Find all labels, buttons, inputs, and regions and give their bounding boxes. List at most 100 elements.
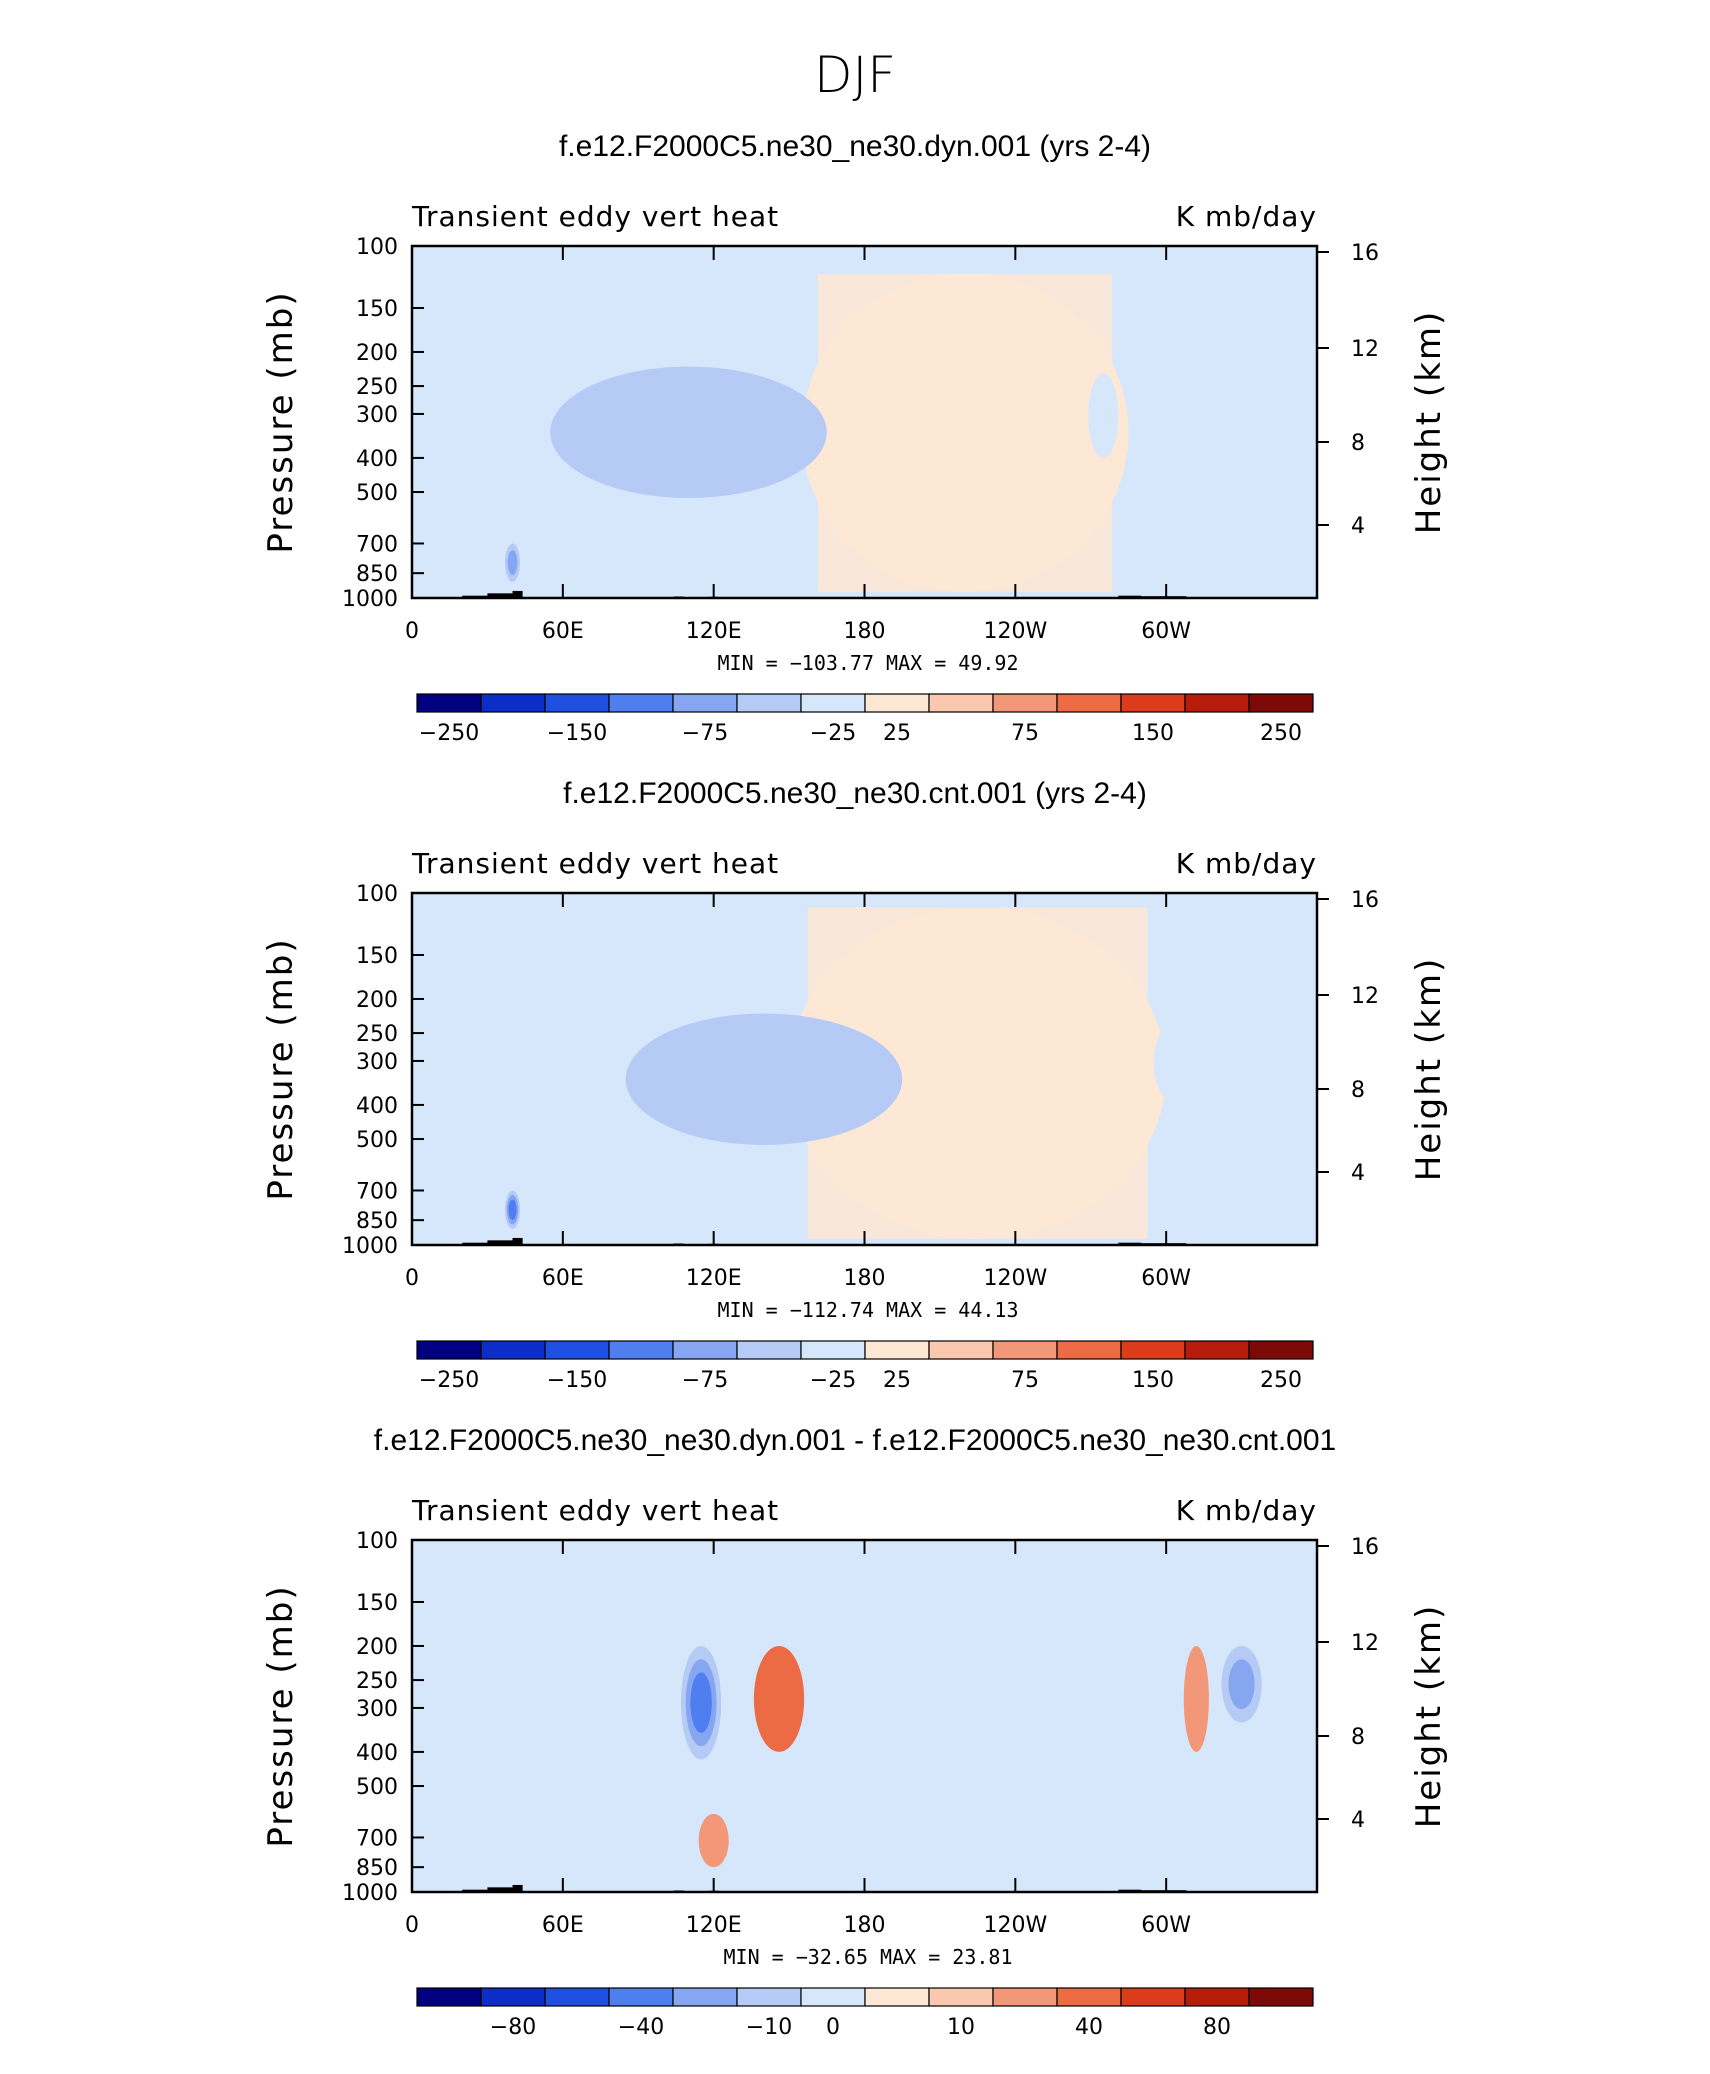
x-tick-label: 180 [844, 1913, 886, 1938]
y-tick-label: 100 [356, 235, 398, 260]
min-max-label: MIN = −32.65 MAX = 23.81 [724, 1945, 1013, 1969]
colorbar-swatch [608, 1987, 674, 2007]
terrain [487, 1240, 518, 1245]
colorbar-label: 250 [1260, 1368, 1302, 1393]
colorbar-swatch [1248, 693, 1314, 713]
colorbar-swatch [736, 1340, 802, 1360]
colorbar-swatch [928, 1340, 994, 1360]
y-tick-label: 300 [356, 1050, 398, 1075]
y-tick-label: 200 [356, 1635, 398, 1660]
colorbar: −250 −150 −75 −25 25 75 150 250 [416, 1340, 1314, 1393]
y2-tick-label: 12 [1351, 337, 1379, 362]
panel-title: f.e12.F2000C5.ne30_ne30.cnt.001 (yrs 2-4… [563, 777, 1147, 810]
colorbar-swatch [1120, 1987, 1186, 2007]
colorbar-swatch [416, 1987, 482, 2007]
terrain [512, 1237, 523, 1245]
negative-anomaly [508, 1199, 517, 1220]
x-tick-label: 0 [405, 1266, 419, 1291]
colorbar-swatch [800, 693, 866, 713]
colorbar-swatch [992, 1340, 1058, 1360]
colorbar-label: 75 [1011, 1368, 1039, 1393]
x-tick-label: 60E [542, 1266, 584, 1291]
colorbar-label: −250 [419, 1368, 479, 1393]
y2-axis-label: Height (km) [1409, 957, 1449, 1182]
colorbar-swatch [736, 1987, 802, 2007]
x-tick-label: 120E [686, 1266, 742, 1291]
x-tick-label: 0 [405, 1913, 419, 1938]
colorbar-swatch [1056, 693, 1122, 713]
y2-tick-label: 8 [1351, 1078, 1365, 1103]
colorbar-label: −150 [547, 1368, 607, 1393]
y-tick-label: 700 [356, 532, 398, 557]
colorbar-swatch [672, 693, 738, 713]
x-tick-label: 180 [844, 619, 886, 644]
colorbar-swatch [736, 693, 802, 713]
positive-core [704, 1821, 723, 1860]
y2-tick-label: 16 [1351, 241, 1379, 266]
y-tick-label: 100 [356, 882, 398, 907]
colorbar: −80 −40 −10 0 10 40 80 [416, 1987, 1314, 2040]
min-max-label: MIN = −112.74 MAX = 44.13 [717, 1298, 1018, 1322]
colorbar-swatch [544, 1340, 610, 1360]
colorbar-swatch [480, 1340, 546, 1360]
negative-anomaly [625, 1013, 903, 1146]
y-tick-label: 250 [356, 1022, 398, 1047]
colorbar-swatch [992, 1987, 1058, 2007]
colorbar: −250 −150 −75 −25 25 75 150 250 [416, 693, 1314, 746]
colorbar-swatch [480, 693, 546, 713]
y-tick-label: 150 [356, 1591, 398, 1616]
colorbar-label: 25 [883, 721, 911, 746]
field-background [412, 1540, 1317, 1892]
x-tick-label: 120E [686, 619, 742, 644]
colorbar-swatch [800, 1987, 866, 2007]
colorbar-swatch [544, 693, 610, 713]
colorbar-label: 150 [1132, 721, 1174, 746]
x-tick-label: 180 [844, 1266, 886, 1291]
y-tick-label: 150 [356, 297, 398, 322]
y-tick-label: 1000 [342, 587, 398, 612]
y-tick-label: 700 [356, 1826, 398, 1851]
colorbar-swatch [1120, 1340, 1186, 1360]
y-tick-label: 100 [356, 1529, 398, 1554]
colorbar-label: 10 [947, 2015, 975, 2040]
colorbar-swatch [1248, 1987, 1314, 2007]
y-tick-label: 150 [356, 944, 398, 969]
y-tick-label: 250 [356, 375, 398, 400]
panel-3: f.e12.F2000C5.ne30_ne30.dyn.001 - f.e12.… [261, 1424, 1449, 2040]
x-tick-label: 0 [405, 619, 419, 644]
colorbar-swatch [864, 693, 930, 713]
y-tick-label: 850 [356, 1856, 398, 1881]
negative-anomaly [690, 1672, 712, 1733]
colorbar-label: −75 [682, 1368, 728, 1393]
colorbar-swatch [992, 693, 1058, 713]
y-tick-label: 700 [356, 1179, 398, 1204]
positive-core [1188, 1661, 1204, 1737]
positive-region [817, 273, 1113, 592]
colorbar-swatch [544, 1987, 610, 2007]
y-tick-label: 300 [356, 1697, 398, 1722]
colorbar-label: −250 [419, 721, 479, 746]
y-tick-label: 500 [356, 1128, 398, 1153]
colorbar-swatch [608, 693, 674, 713]
colorbar-label: −40 [618, 2015, 664, 2040]
y-tick-label: 1000 [342, 1881, 398, 1906]
y-tick-label: 850 [356, 1209, 398, 1234]
y2-tick-label: 12 [1351, 984, 1379, 1009]
x-tick-label: 120W [983, 619, 1047, 644]
x-tick-label: 120W [983, 1266, 1047, 1291]
x-tick-label: 60W [1141, 1913, 1191, 1938]
y2-tick-label: 8 [1351, 1725, 1365, 1750]
colorbar-swatch [1120, 693, 1186, 713]
terrain [512, 590, 523, 598]
colorbar-swatch [672, 1987, 738, 2007]
variable-label: Transient eddy vert heat [411, 1494, 779, 1527]
units-label: K mb/day [1176, 200, 1317, 233]
colorbar-swatch [1184, 693, 1250, 713]
y-tick-label: 850 [356, 562, 398, 587]
colorbar-label: 0 [826, 2015, 840, 2040]
colorbar-label: 250 [1260, 721, 1302, 746]
colorbar-swatch [928, 1987, 994, 2007]
colorbar-swatch [608, 1340, 674, 1360]
y2-axis-label: Height (km) [1409, 310, 1449, 535]
units-label: K mb/day [1176, 1494, 1317, 1527]
